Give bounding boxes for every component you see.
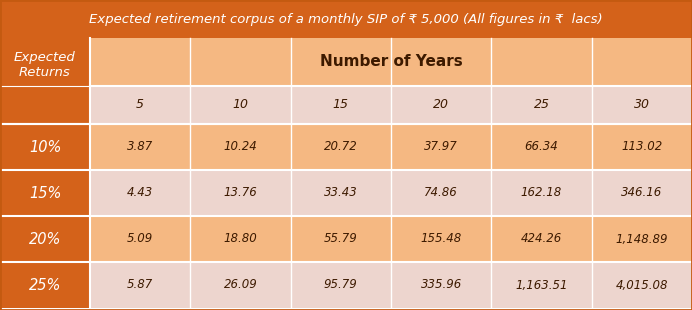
Text: Number of Years: Number of Years <box>320 55 462 69</box>
Text: 4.43: 4.43 <box>127 187 154 200</box>
Text: 10.24: 10.24 <box>224 140 257 153</box>
Bar <box>0 216 90 262</box>
Bar <box>0 38 90 124</box>
Text: Returns: Returns <box>19 65 71 78</box>
Text: 5.87: 5.87 <box>127 278 154 291</box>
Text: 25: 25 <box>534 99 549 112</box>
Text: 18.80: 18.80 <box>224 232 257 246</box>
Text: 74.86: 74.86 <box>424 187 458 200</box>
Text: 1,148.89: 1,148.89 <box>616 232 668 246</box>
Text: 33.43: 33.43 <box>324 187 358 200</box>
Bar <box>0 0 692 38</box>
Bar <box>90 216 692 262</box>
Bar <box>90 262 692 308</box>
Text: 424.26: 424.26 <box>521 232 562 246</box>
Text: 26.09: 26.09 <box>224 278 257 291</box>
Text: 155.48: 155.48 <box>421 232 462 246</box>
Text: 1,163.51: 1,163.51 <box>516 278 567 291</box>
Text: Expected retirement corpus of a monthly SIP of ₹ 5,000 (All figures in ₹  lacs): Expected retirement corpus of a monthly … <box>89 12 603 25</box>
Bar <box>90 38 692 86</box>
Text: 3.87: 3.87 <box>127 140 154 153</box>
Text: 335.96: 335.96 <box>421 278 462 291</box>
Text: 37.97: 37.97 <box>424 140 458 153</box>
Text: 20%: 20% <box>29 232 61 246</box>
Text: 66.34: 66.34 <box>525 140 558 153</box>
Bar <box>0 170 90 216</box>
Text: 25%: 25% <box>29 277 61 293</box>
Text: Expected: Expected <box>14 51 76 64</box>
Text: 20.72: 20.72 <box>324 140 358 153</box>
Text: 30: 30 <box>634 99 650 112</box>
Text: 15: 15 <box>333 99 349 112</box>
Text: 15%: 15% <box>29 185 61 201</box>
Bar <box>0 262 90 308</box>
Text: 346.16: 346.16 <box>621 187 662 200</box>
Text: 10%: 10% <box>29 140 61 154</box>
Text: 113.02: 113.02 <box>621 140 662 153</box>
Bar <box>90 124 692 170</box>
Text: 10: 10 <box>233 99 248 112</box>
Bar <box>90 86 692 124</box>
Text: 95.79: 95.79 <box>324 278 358 291</box>
Text: 5: 5 <box>136 99 144 112</box>
Bar <box>90 170 692 216</box>
Bar <box>0 124 90 170</box>
Text: 162.18: 162.18 <box>521 187 562 200</box>
Text: 13.76: 13.76 <box>224 187 257 200</box>
Text: 20: 20 <box>433 99 449 112</box>
Text: 4,015.08: 4,015.08 <box>616 278 668 291</box>
Text: 55.79: 55.79 <box>324 232 358 246</box>
Text: 5.09: 5.09 <box>127 232 154 246</box>
